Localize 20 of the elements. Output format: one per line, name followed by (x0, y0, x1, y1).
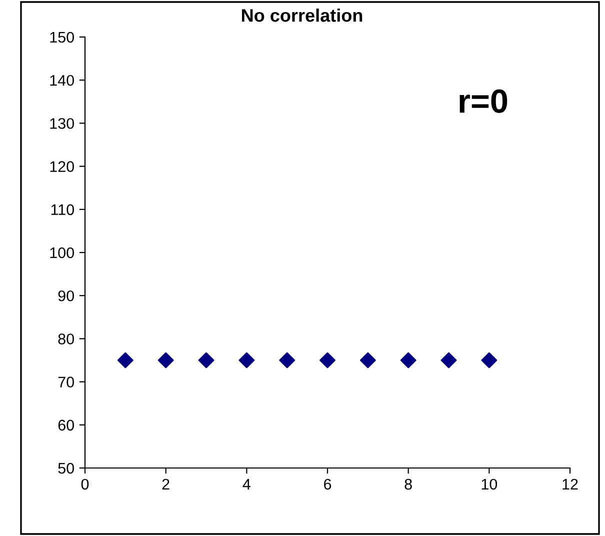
x-tick-label: 10 (482, 478, 498, 490)
y-tick-label: 150 (50, 32, 74, 43)
y-tick-label: 130 (50, 118, 74, 129)
y-tick-label: 70 (58, 376, 74, 388)
annotation: r=0 (460, 89, 508, 113)
y-tick-label: 80 (58, 334, 74, 344)
y-tick-label: 140 (50, 74, 74, 86)
x-tick-label: 6 (324, 478, 332, 490)
x-tick-label: 4 (242, 478, 250, 490)
x-tick-label: 12 (562, 478, 578, 490)
chart-title: No correlation (242, 8, 362, 22)
y-tick-label: 120 (50, 161, 74, 172)
x-tick-label: 0 (81, 478, 89, 490)
y-tick-label: 60 (58, 420, 74, 431)
y-tick-label: 90 (58, 290, 74, 302)
x-tick-label: 2 (162, 478, 170, 490)
x-tick-label: 8 (404, 478, 412, 490)
y-tick-label: 50 (58, 462, 74, 474)
y-tick-label: 100 (50, 247, 74, 258)
y-tick-label: 110 (51, 204, 74, 216)
